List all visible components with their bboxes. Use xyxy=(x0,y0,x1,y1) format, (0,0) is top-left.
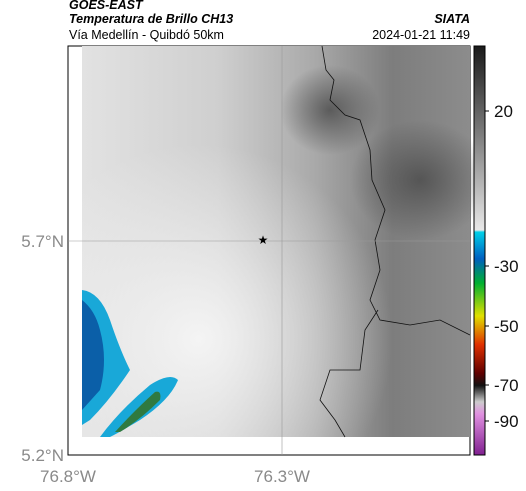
imagery-light xyxy=(82,46,470,437)
colorbar xyxy=(473,45,486,456)
colorbar-tick-label: -50 xyxy=(494,317,519,336)
colorbar-tick-label: 20 xyxy=(494,102,513,121)
lon-label: 76.3°W xyxy=(254,467,310,486)
satellite: GOES-EAST xyxy=(69,0,143,12)
location-marker: ★ xyxy=(258,233,269,247)
colorbar-tick-label: -90 xyxy=(494,412,519,431)
border xyxy=(319,45,471,438)
lat-label: 5.2°N xyxy=(21,446,64,465)
colorbar-tick-label: -30 xyxy=(494,257,519,276)
lon-label: 76.8°W xyxy=(40,467,96,486)
cold-cloud-core xyxy=(115,391,161,432)
product: Temperatura de Brillo CH13 xyxy=(69,12,234,26)
lat-label: 5.7°N xyxy=(21,232,64,251)
cold-cloud-core xyxy=(82,300,104,410)
colorbar-tick-label: -70 xyxy=(494,376,519,395)
imagery-dark xyxy=(280,65,380,155)
route: Vía Medellín - Quibdó 50km xyxy=(69,28,224,42)
imagery-dark xyxy=(350,120,490,240)
timestamp: 2024-01-21 11:49 xyxy=(372,28,470,42)
source: SIATA xyxy=(434,12,470,26)
